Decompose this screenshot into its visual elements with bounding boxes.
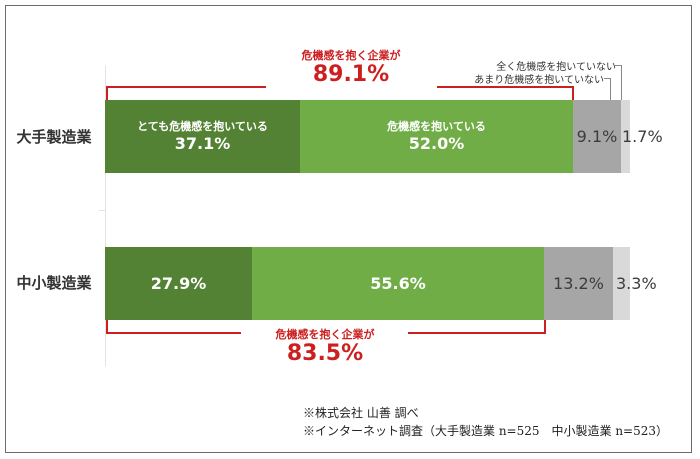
legend-note-none: 全く危機感を抱いていない [496,62,616,73]
category-label-small: 中小製造業 [16,274,92,292]
segment-not-concerned [613,247,630,320]
axis-tick [99,210,106,211]
bottom-bracket-left [106,320,241,334]
segment-label: とても危機感を抱いている [137,119,268,133]
segment-not-concerned [621,100,630,173]
segment-little-concerned: 13.2% [544,247,613,320]
segment-very-concerned: とても危機感を抱いている 37.1% [105,100,300,173]
segment-value: 27.9% [150,273,207,293]
segment-value: 55.6% [370,273,426,293]
segment-little-concerned: 9.1% [573,100,621,173]
segment-value-not-concerned-small: 3.3% [616,274,657,293]
segment-value-not-concerned-large: 1.7% [622,127,663,146]
segment-value: 9.1% [576,126,618,146]
category-label-large: 大手製造業 [16,128,92,146]
bottom-bracket-right [408,320,546,334]
top-bracket-left [106,86,266,101]
bottom-annotation-value: 83.5% [286,341,364,366]
bar-small-manufacturers: 27.9% 55.6% 13.2% [105,247,630,320]
leader-line-little [604,78,611,101]
legend-note-little: あまり危機感を抱いていない [474,75,604,86]
top-bracket-right [437,86,574,101]
top-annotation-label: 危機感を抱く企業が [301,49,401,62]
top-annotation-value: 89.1% [312,62,390,87]
footnote-source: ※株式会社 山善 調べ [303,406,419,420]
segment-concerned: 危機感を抱いている 52.0% [300,100,573,173]
segment-value: 37.1% [174,133,231,153]
segment-label: 危機感を抱いている [387,119,486,133]
segment-value: 52.0% [408,133,465,153]
segment-very-concerned: 27.9% [105,247,252,320]
bar-large-manufacturers: とても危機感を抱いている 37.1% 危機感を抱いている 52.0% 9.1% [105,100,630,173]
bottom-annotation-label: 危機感を抱く企業が [275,328,375,341]
category-axis [105,66,106,366]
footnote-method: ※インターネット調査（大手製造業 n=525 中小製造業 n=523） [303,424,669,438]
segment-concerned: 55.6% [252,247,544,320]
leader-line-none [615,65,622,101]
segment-value: 13.2% [553,273,604,293]
chart-frame [5,5,692,453]
